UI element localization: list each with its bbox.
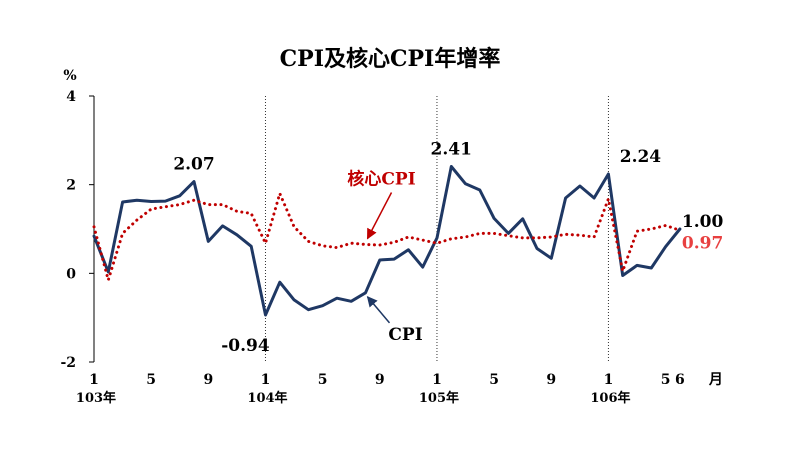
year-label: 106年 xyxy=(590,390,630,406)
data-label: 1.00 xyxy=(682,212,724,232)
year-label: 105年 xyxy=(419,390,459,406)
x-tick-label: 9 xyxy=(203,372,213,388)
core-cpi-annotation-arrow xyxy=(368,193,392,239)
x-tick-label: 1 xyxy=(89,372,99,388)
x-tick-label: 9 xyxy=(546,372,556,388)
data-label: 2.07 xyxy=(173,155,214,175)
data-label: 2.24 xyxy=(620,147,662,167)
x-tick-label: 1 xyxy=(604,372,614,388)
x-axis-unit: 月 xyxy=(708,372,723,388)
year-label: 104年 xyxy=(247,390,287,406)
x-tick-label: 1 xyxy=(261,372,271,388)
core-cpi-series-line xyxy=(94,194,680,281)
y-tick-label: 4 xyxy=(66,89,76,105)
data-label: 2.41 xyxy=(431,139,472,159)
data-label: -0.94 xyxy=(221,336,270,356)
y-axis-unit: % xyxy=(63,68,76,84)
x-tick-label: 5 xyxy=(661,372,671,388)
core-cpi-annotation: 核心CPI xyxy=(347,169,415,190)
x-tick-label: 1 xyxy=(432,372,442,388)
y-tick-label: 0 xyxy=(66,266,76,282)
x-tick-label: 5 xyxy=(146,372,156,388)
cpi-annotation-arrow xyxy=(368,297,390,323)
x-tick-label: 5 xyxy=(318,372,328,388)
y-tick-label: 2 xyxy=(66,178,76,194)
year-label: 103年 xyxy=(76,390,116,406)
x-tick-label: 6 xyxy=(675,372,685,388)
x-tick-label: 5 xyxy=(489,372,499,388)
labels-layer: 2.07 -0.94 2.41 2.24 1.000.97 核心CPI CPI xyxy=(173,139,723,356)
chart-title: CPI及核心CPI年增率 xyxy=(280,46,501,72)
y-tick-label: -2 xyxy=(60,355,76,371)
x-tick-label: 9 xyxy=(375,372,385,388)
data-label: 0.97 xyxy=(682,233,723,253)
cpi-annotation: CPI xyxy=(388,325,422,345)
